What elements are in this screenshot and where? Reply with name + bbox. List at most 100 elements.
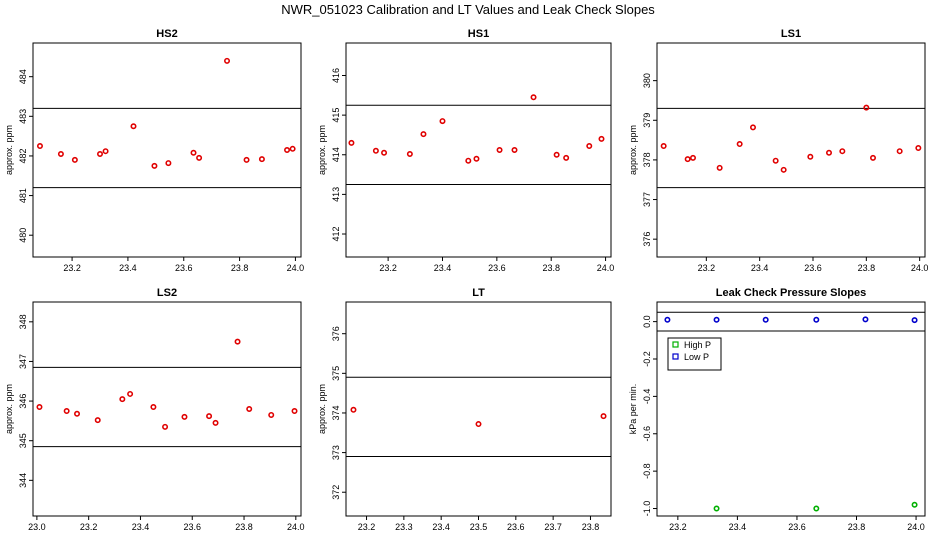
y-axis-label: approx. ppm	[4, 384, 14, 434]
data-point	[196, 154, 203, 161]
data-point	[102, 148, 109, 155]
y-tick-label: -0.4	[642, 389, 652, 405]
x-tick-label: 23.6	[183, 522, 201, 532]
panel-hs2: HS2 approx. ppm 23.2 23.4 23.6 23.8 24.0 480 481…	[4, 28, 304, 273]
y-tick-label: 377	[642, 192, 652, 207]
panel-lt: LT approx. ppm 23.2 23.3 23.4 23.5 23.6 23.7 23.…	[317, 287, 612, 532]
data-point	[150, 404, 157, 411]
plot-frame	[32, 42, 302, 258]
data-point	[825, 149, 832, 156]
y-tick-label: -1.0	[642, 501, 652, 517]
data-point	[36, 404, 43, 411]
y-tick-label: 376	[642, 232, 652, 247]
data-point	[496, 147, 503, 154]
data-point	[119, 396, 126, 403]
x-tick-label: 23.2	[379, 263, 397, 273]
figure-title: NWR_051023 Calibration and LT Values and…	[281, 2, 655, 17]
x-tick-label: 23.2	[358, 522, 376, 532]
y-tick-label: 374	[331, 405, 341, 420]
x-tick-label: 23.4	[132, 522, 150, 532]
y-axis-label: approx. ppm	[628, 125, 638, 175]
data-point	[780, 166, 787, 173]
y-axis-label: kPa per min.	[628, 384, 638, 435]
x-tick-label: 23.0	[28, 522, 46, 532]
data-point	[246, 405, 253, 412]
data-point	[563, 154, 570, 161]
x-tick-label: 23.4	[751, 263, 769, 273]
data-point	[716, 164, 723, 171]
x-tick-label: 23.2	[63, 263, 81, 273]
data-point	[127, 390, 134, 397]
y-axis-label: approx. ppm	[4, 125, 14, 175]
data-point	[420, 131, 427, 138]
y-axis-label: approx. ppm	[317, 384, 327, 434]
panel-leak-check: Leak Check Pressure Slopes kPa per min. 23…	[628, 287, 926, 532]
data-point	[162, 423, 169, 430]
y-tick-label: 344	[18, 473, 28, 488]
y-tick-label: 375	[331, 366, 341, 381]
y-tick-label: -0.2	[642, 351, 652, 367]
data-point	[684, 156, 691, 163]
y-tick-label: 416	[331, 68, 341, 83]
data-point	[372, 147, 379, 154]
y-tick-label: 480	[18, 228, 28, 243]
x-tick-label: 23.2	[669, 522, 687, 532]
y-tick-label: 346	[18, 394, 28, 409]
data-point	[57, 150, 64, 157]
data-point	[465, 157, 472, 164]
x-tick-label: 23.7	[544, 522, 562, 532]
x-tick-label: 23.6	[488, 263, 506, 273]
data-point	[224, 57, 231, 64]
data-point	[772, 157, 779, 164]
panel-title: HS1	[468, 28, 489, 40]
y-tick-label: 380	[642, 73, 652, 88]
data-point	[511, 147, 518, 154]
data-point-high-p	[813, 505, 820, 512]
y-tick-label: 372	[331, 485, 341, 500]
y-tick-label: -0.6	[642, 426, 652, 442]
y-tick-label: 378	[642, 152, 652, 167]
y-tick-label: 376	[331, 326, 341, 341]
legend: High P Low P	[667, 337, 722, 371]
data-point	[181, 413, 188, 420]
x-tick-label: 23.8	[848, 522, 866, 532]
y-tick-label: 0.0	[642, 315, 652, 328]
data-point	[863, 104, 870, 111]
x-tick-label: 23.8	[235, 522, 253, 532]
data-point	[807, 153, 814, 160]
y-tick-label: 348	[18, 314, 28, 329]
x-tick-label: 23.4	[432, 522, 450, 532]
data-point	[869, 154, 876, 161]
x-tick-label: 23.4	[729, 522, 747, 532]
x-tick-label: 23.8	[858, 263, 876, 273]
y-tick-label: 415	[331, 108, 341, 123]
data-point-low-p	[664, 316, 671, 323]
data-point-low-p	[813, 316, 820, 323]
y-tick-label: 412	[331, 226, 341, 241]
data-point	[97, 150, 104, 157]
panel-title: HS2	[156, 28, 177, 40]
data-point	[258, 156, 265, 163]
data-point	[348, 139, 355, 146]
x-tick-label: 24.0	[911, 263, 929, 273]
plot-frame	[656, 301, 926, 517]
x-tick-label: 24.0	[287, 263, 305, 273]
data-point	[600, 413, 607, 420]
panel-hs1: HS1 approx. ppm 23.2 23.4 23.6 23.8 24.0 412 413…	[317, 28, 614, 273]
y-axis-label: approx. ppm	[317, 125, 327, 175]
data-point	[475, 421, 482, 428]
y-tick-label: 484	[18, 69, 28, 84]
plot-frame	[345, 42, 612, 258]
y-tick-label: 345	[18, 433, 28, 448]
data-point	[71, 156, 78, 163]
data-point	[439, 118, 446, 125]
y-tick-label: 483	[18, 109, 28, 124]
y-tick-label: 347	[18, 354, 28, 369]
data-point	[660, 143, 667, 150]
data-point	[130, 123, 137, 130]
data-point	[94, 417, 101, 424]
data-point	[553, 151, 560, 158]
panel-title: LT	[472, 287, 485, 299]
panel-title: LS1	[781, 28, 801, 40]
